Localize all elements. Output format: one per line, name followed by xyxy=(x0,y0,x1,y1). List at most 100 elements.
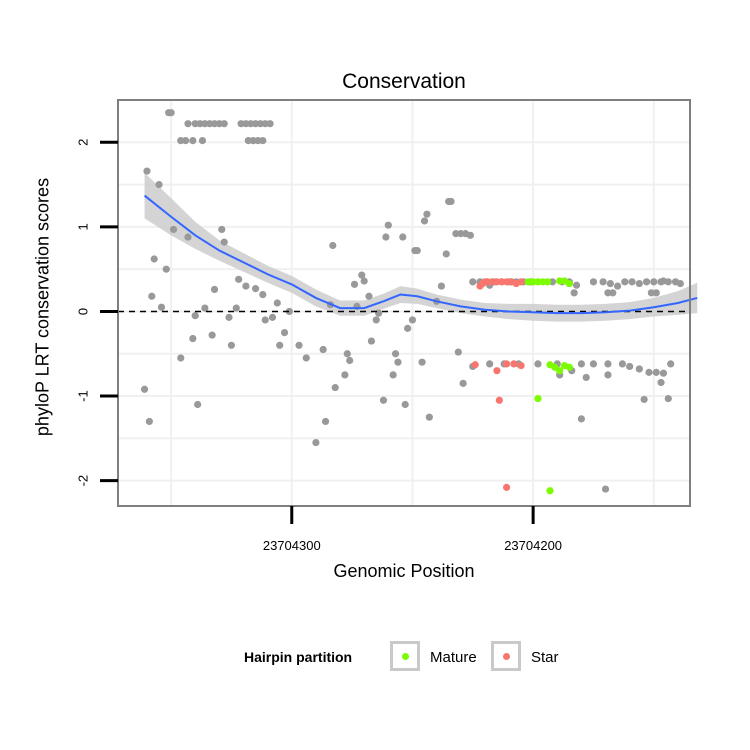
data-point-other xyxy=(652,289,660,297)
data-point-other xyxy=(642,278,651,286)
data-point-other xyxy=(312,438,320,447)
data-point-other xyxy=(657,378,665,387)
data-point-mature xyxy=(544,278,552,286)
data-point-other xyxy=(285,307,293,316)
data-point-other xyxy=(601,485,610,493)
data-point-other xyxy=(331,383,339,392)
data-point-other xyxy=(266,120,274,128)
data-point-other xyxy=(534,360,542,368)
data-point-other xyxy=(604,360,612,368)
data-point-other xyxy=(577,360,585,368)
data-point-star xyxy=(495,396,503,404)
data-point-other xyxy=(365,292,373,300)
chart-title: Conservation xyxy=(342,70,466,93)
data-point-other xyxy=(194,400,202,409)
data-point-other xyxy=(384,221,392,229)
data-point-other xyxy=(570,289,578,297)
data-point-other xyxy=(401,400,409,409)
data-point-other xyxy=(635,365,643,373)
data-point-other xyxy=(372,316,380,324)
data-point-other xyxy=(640,395,648,404)
data-point-other xyxy=(343,350,351,358)
data-point-other xyxy=(143,167,151,175)
data-point-other xyxy=(399,233,407,241)
data-point-other xyxy=(341,371,349,379)
data-point-other xyxy=(442,250,450,258)
data-point-other xyxy=(189,137,197,145)
data-point-other xyxy=(664,394,672,403)
data-point-other xyxy=(454,348,462,356)
data-point-other xyxy=(418,358,426,366)
legend-swatch-mature xyxy=(402,653,409,660)
data-point-star xyxy=(493,367,501,375)
data-point-other xyxy=(189,334,197,343)
data-point-other xyxy=(295,341,303,349)
data-point-other xyxy=(618,360,627,368)
data-point-other xyxy=(218,225,226,234)
data-point-other xyxy=(389,371,397,379)
data-point-mature xyxy=(534,394,542,403)
y-tick-label: -1 xyxy=(75,390,90,402)
data-point-other xyxy=(469,278,477,286)
data-point-mature xyxy=(556,367,564,375)
data-point-other xyxy=(408,316,417,324)
data-point-other xyxy=(367,337,376,345)
y-tick-label: 1 xyxy=(75,223,90,230)
data-point-other xyxy=(589,278,598,286)
y-tick-label: 2 xyxy=(75,139,90,146)
x-tick-label: 23704200 xyxy=(504,538,562,553)
data-point-other xyxy=(169,225,178,234)
data-point-other xyxy=(659,369,668,377)
data-point-mature xyxy=(565,363,573,371)
data-point-other xyxy=(375,309,383,317)
data-point-star xyxy=(510,360,518,368)
data-point-other xyxy=(652,368,660,376)
data-point-other xyxy=(350,280,359,288)
y-tick-label: -2 xyxy=(75,475,90,487)
data-point-star xyxy=(471,361,479,369)
data-point-other xyxy=(261,316,269,324)
data-point-other xyxy=(577,415,585,423)
data-point-other xyxy=(181,137,190,145)
data-point-other xyxy=(259,137,267,145)
data-point-other xyxy=(319,345,327,354)
data-point-other xyxy=(225,313,233,321)
data-point-other xyxy=(606,279,614,288)
data-point-other xyxy=(413,246,421,255)
data-point-other xyxy=(276,341,284,349)
data-point-other xyxy=(394,358,402,366)
data-point-other xyxy=(425,413,433,421)
data-point-other xyxy=(599,278,607,286)
data-point-other xyxy=(165,109,173,117)
data-point-other xyxy=(404,324,412,332)
data-point-other xyxy=(184,120,192,128)
data-point-other xyxy=(321,417,330,426)
data-point-other xyxy=(273,299,281,307)
data-point-other xyxy=(379,396,388,404)
legend-label-mature: Mature xyxy=(430,649,477,666)
data-point-other xyxy=(198,137,207,145)
x-axis-label: Genomic Position xyxy=(333,561,475,581)
legend-label-star: Star xyxy=(531,649,559,666)
data-point-star xyxy=(517,361,525,370)
data-point-other xyxy=(162,265,170,273)
data-point-other xyxy=(220,120,228,128)
data-point-other xyxy=(437,282,446,290)
plot-border xyxy=(117,99,691,507)
data-point-other xyxy=(210,285,219,294)
legend-key-star xyxy=(491,641,521,671)
data-point-other xyxy=(235,275,243,283)
data-point-other xyxy=(329,241,337,250)
data-point-other xyxy=(259,290,267,299)
data-point-other xyxy=(360,277,368,285)
legend-title: Hairpin partition xyxy=(244,649,353,665)
legend-key-mature xyxy=(390,641,420,671)
data-point-other xyxy=(667,360,675,368)
data-point-other xyxy=(420,217,429,225)
data-point-mature xyxy=(565,279,573,288)
confidence-ribbon xyxy=(144,172,698,322)
data-point-other xyxy=(486,360,494,368)
data-point-other xyxy=(447,197,455,206)
data-point-other xyxy=(232,304,240,312)
data-point-other xyxy=(157,303,166,311)
